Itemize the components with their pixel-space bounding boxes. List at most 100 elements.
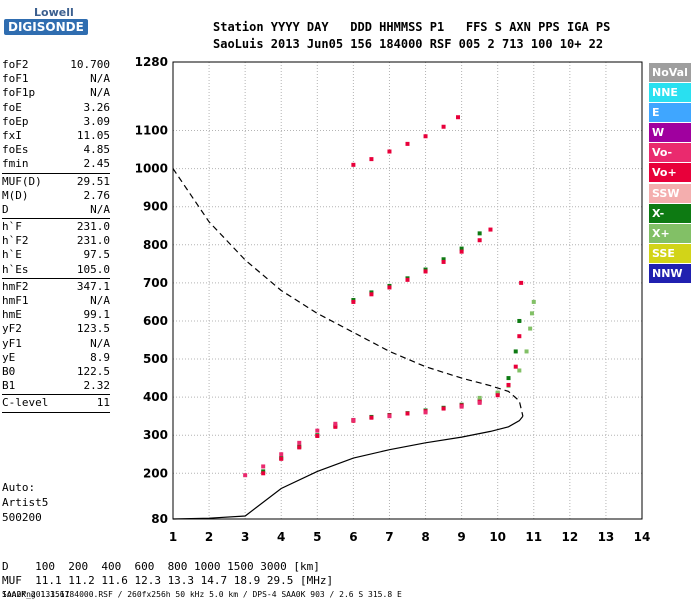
point-vo- xyxy=(456,115,461,120)
profile-dashed-line xyxy=(172,168,524,417)
point-x- xyxy=(531,299,536,304)
param-name: yF1 xyxy=(2,336,22,350)
point-vo- xyxy=(517,334,522,339)
software-version: Ion2Png 1.3.17 xyxy=(2,590,70,599)
param-row: fxI 11.05 xyxy=(2,129,110,143)
param-value: 123.5 xyxy=(76,322,110,336)
point-vo- xyxy=(423,134,428,139)
param-name: hmF1 xyxy=(2,294,29,307)
x-tick-label: 13 xyxy=(598,530,615,544)
point-x- xyxy=(459,246,464,251)
autoscale-label: Auto: xyxy=(2,481,36,494)
point-x- xyxy=(517,368,522,373)
x-tick-label: 3 xyxy=(241,530,249,544)
plot-frame xyxy=(172,61,643,520)
point-x- xyxy=(477,231,482,236)
param-value: 97.5 xyxy=(83,248,111,262)
param-name: h`F2 xyxy=(2,234,29,248)
param-row: yE 8.9 xyxy=(2,351,110,365)
param-row: h`Es 105.0 xyxy=(2,263,110,277)
param-value: 2.32 xyxy=(83,379,111,393)
param-name: foE xyxy=(2,100,22,114)
param-name: foF2 xyxy=(2,58,29,71)
point-vo- xyxy=(387,414,392,419)
digisonde-logo: Lowell DIGISONDE xyxy=(4,6,88,42)
y-tick-label: 200 xyxy=(143,466,168,480)
param-value: N/A xyxy=(90,336,110,350)
point-x- xyxy=(524,349,529,354)
param-value: 105.0 xyxy=(76,262,110,276)
legend-item-e: E xyxy=(649,103,691,123)
param-value: 347.1 xyxy=(76,279,110,293)
param-value: N/A xyxy=(90,202,110,216)
x-tick-label: 8 xyxy=(421,530,429,544)
autoscale-info: Auto: Artist5 500200 xyxy=(2,480,48,525)
param-value: 231.0 xyxy=(76,220,110,234)
param-row: foEp 3.09 xyxy=(2,115,110,129)
point-vo- xyxy=(351,299,356,304)
point-vo- xyxy=(387,149,392,154)
y-tick-label: 600 xyxy=(143,314,168,328)
param-value: N/A xyxy=(90,72,110,86)
point-vo- xyxy=(519,280,524,285)
x-tick-label: 9 xyxy=(457,530,465,544)
point-vo- xyxy=(261,471,266,476)
point-vo- xyxy=(405,141,410,146)
y-tick-label: 500 xyxy=(143,352,168,366)
point-vo- xyxy=(369,415,374,420)
param-row: h`F2 231.0 xyxy=(2,234,110,248)
param-row: C-level 11 xyxy=(2,396,110,410)
param-row: foF1 N/A xyxy=(2,72,110,86)
point-vo- xyxy=(351,162,356,167)
point-x- xyxy=(528,326,533,331)
logo-line2: DIGISONDE xyxy=(4,19,88,35)
autoscale-code: 500200 xyxy=(2,511,42,524)
y-tick-label: 400 xyxy=(143,390,168,404)
point-vo- xyxy=(423,410,428,415)
point-vo- xyxy=(459,404,464,409)
point-vo- xyxy=(315,433,320,438)
point-x- xyxy=(441,257,446,262)
scaled-parameters-panel: foF2 10.700 foF1 N/A foF1p N/A foE 3.26 foEp 3.09… xyxy=(2,58,110,414)
param-name: yF2 xyxy=(2,322,22,336)
param-row: hmF2 347.1 xyxy=(2,280,110,294)
x-tick-label: 11 xyxy=(525,530,542,544)
param-separator xyxy=(2,277,110,279)
point-vo- xyxy=(495,393,500,398)
point-vo- xyxy=(405,411,410,416)
legend-item-sse: SSE xyxy=(649,243,691,263)
param-name: h`F xyxy=(2,220,22,234)
param-value: 122.5 xyxy=(76,364,110,378)
param-name: foF1 xyxy=(2,72,29,86)
param-row: hmF1 N/A xyxy=(2,294,110,308)
legend-item-vo-: Vo+ xyxy=(649,163,691,183)
point-vo- xyxy=(315,428,320,433)
point-vo- xyxy=(279,452,284,457)
param-separator xyxy=(2,218,110,220)
legend-item-ssw: SSW xyxy=(649,183,691,203)
x-tick-label: 5 xyxy=(313,530,321,544)
param-separator xyxy=(2,394,110,396)
param-name: D xyxy=(2,202,9,216)
param-row: B0 122.5 xyxy=(2,365,110,379)
point-vo- xyxy=(459,249,464,254)
param-row: foF2 10.700 xyxy=(2,58,110,72)
point-vo- xyxy=(423,269,428,274)
param-value: N/A xyxy=(90,86,110,100)
point-vo- xyxy=(333,424,338,429)
param-row: D N/A xyxy=(2,203,110,217)
muf-row: MUF 11.1 11.2 11.6 12.3 13.3 14.7 18.9 2… xyxy=(2,574,334,587)
y-tick-label: 1100 xyxy=(135,124,168,138)
legend-item-nne: NNE xyxy=(649,83,691,103)
point-x- xyxy=(506,376,511,381)
y-tick-label: 900 xyxy=(143,200,168,214)
param-name: B0 xyxy=(2,364,16,378)
y-tick-label: 800 xyxy=(143,238,168,252)
polarization-legend: NoVal NNE E W Vo- Vo+ SSW X- X+ SSE NNW xyxy=(649,63,691,284)
param-value: N/A xyxy=(90,294,110,307)
param-name: foEp xyxy=(2,114,29,128)
point-vo- xyxy=(333,421,338,426)
param-row: h`E 97.5 xyxy=(2,248,110,262)
point-vo- xyxy=(441,124,446,129)
param-name: hmE xyxy=(2,308,22,322)
